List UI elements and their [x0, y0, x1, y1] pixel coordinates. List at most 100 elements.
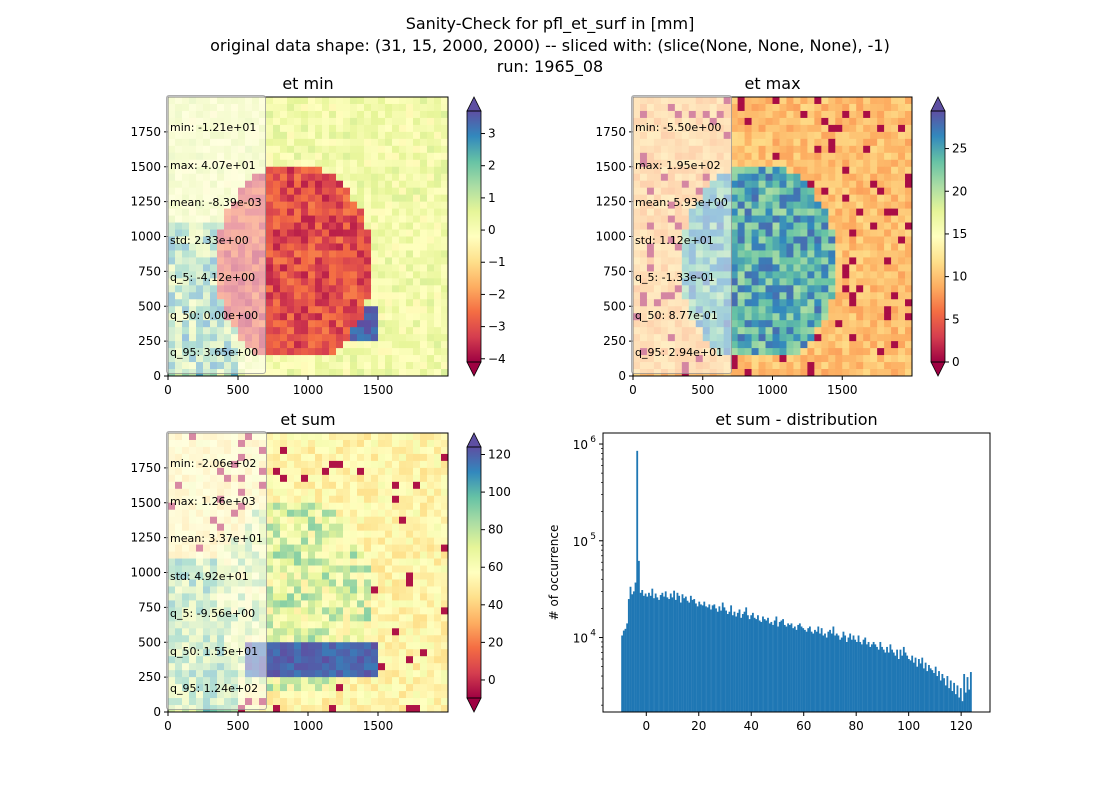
map-pixel — [884, 229, 892, 237]
map-pixel — [441, 117, 449, 126]
map-pixel — [751, 313, 759, 321]
map-pixel — [343, 474, 351, 483]
map-pixel — [399, 278, 407, 286]
map-pixel — [842, 250, 850, 258]
map-pixel — [357, 250, 365, 258]
map-pixel — [287, 348, 295, 356]
map-pixel — [399, 579, 407, 587]
map-pixel — [434, 523, 442, 532]
map-pixel — [441, 439, 449, 448]
colorbar-tick-label: 3 — [488, 127, 496, 141]
map-pixel — [814, 215, 822, 223]
map-pixel — [884, 348, 892, 356]
map-pixel — [322, 607, 330, 615]
map-pixel — [434, 572, 442, 580]
map-pixel — [350, 145, 358, 154]
map-pixel — [399, 124, 407, 133]
map-pixel — [308, 369, 316, 377]
map-pixel — [793, 341, 801, 349]
map-pixel — [793, 103, 801, 112]
map-pixel — [287, 208, 295, 216]
map-pixel — [441, 684, 449, 692]
map-pixel — [744, 299, 752, 307]
map-pixel — [835, 327, 843, 335]
map-pixel — [343, 544, 351, 552]
map-pixel — [336, 166, 344, 175]
map-pixel — [392, 656, 400, 664]
map-pixel — [898, 278, 906, 286]
map-pixel — [793, 131, 801, 140]
map-pixel — [427, 292, 435, 300]
map-pixel — [427, 362, 435, 370]
map-pixel — [849, 292, 857, 300]
map-pixel — [266, 278, 274, 286]
map-pixel — [287, 558, 295, 566]
map-pixel — [413, 229, 421, 237]
histogram-bar — [691, 599, 694, 712]
map-pixel — [765, 236, 773, 244]
map-pixel — [406, 502, 414, 511]
map-pixel — [898, 138, 906, 147]
map-pixel — [308, 579, 316, 587]
map-pixel — [301, 579, 309, 587]
map-pixel — [378, 488, 386, 497]
map-pixel — [413, 698, 421, 706]
map-pixel — [315, 334, 323, 342]
map-pixel — [751, 117, 759, 126]
map-pixel — [392, 572, 400, 580]
map-pixel — [399, 705, 407, 713]
map-pixel — [364, 341, 372, 349]
map-pixel — [392, 271, 400, 279]
map-pixel — [835, 145, 843, 154]
map-pixel — [336, 600, 344, 608]
map-pixel — [863, 250, 871, 258]
map-pixel — [441, 467, 449, 476]
map-pixel — [294, 579, 302, 587]
map-pixel — [413, 572, 421, 580]
colorbar-tick-label: 10 — [952, 270, 967, 284]
map-pixel — [406, 691, 414, 699]
map-pixel — [266, 327, 274, 335]
map-pixel — [273, 229, 281, 237]
map-pixel — [329, 110, 337, 119]
map-pixel — [308, 257, 316, 265]
map-pixel — [371, 117, 379, 126]
map-pixel — [336, 656, 344, 664]
map-pixel — [737, 180, 746, 189]
map-pixel — [399, 495, 407, 504]
map-pixel — [308, 131, 316, 140]
map-pixel — [744, 117, 752, 126]
map-pixel — [835, 97, 843, 105]
map-pixel — [870, 138, 878, 147]
map-pixel — [898, 306, 906, 314]
map-pixel — [772, 159, 780, 168]
map-pixel — [406, 159, 414, 168]
map-pixel — [343, 572, 351, 580]
map-pixel — [413, 516, 421, 525]
map-pixel — [814, 369, 822, 377]
map-pixel — [758, 250, 766, 258]
map-pixel — [301, 698, 309, 706]
map-pixel — [779, 152, 787, 161]
map-pixel — [870, 348, 878, 356]
map-pixel — [385, 222, 393, 230]
map-pixel — [392, 250, 400, 258]
histogram-bar — [679, 602, 682, 712]
map-pixel — [329, 355, 337, 363]
map-pixel — [301, 649, 309, 657]
map-pixel — [273, 607, 281, 615]
map-pixel — [849, 110, 857, 119]
map-pixel — [842, 159, 850, 168]
map-pixel — [364, 565, 372, 573]
map-pixel — [399, 271, 407, 279]
map-pixel — [287, 705, 295, 713]
map-pixel — [420, 474, 428, 483]
map-pixel — [758, 131, 766, 140]
map-pixel — [905, 222, 913, 230]
map-pixel — [434, 341, 442, 349]
map-pixel — [849, 271, 857, 279]
map-pixel — [336, 355, 344, 363]
map-pixel — [294, 103, 302, 112]
map-pixel — [420, 600, 428, 608]
map-pixel — [434, 565, 442, 573]
